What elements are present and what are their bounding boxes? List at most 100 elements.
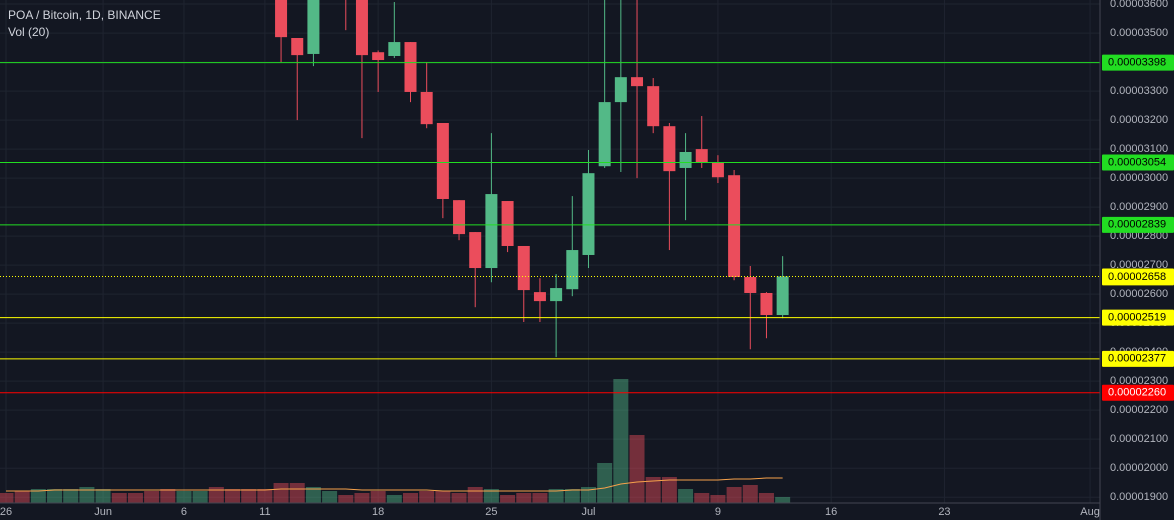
x-tick-label: 16	[825, 506, 837, 518]
candle-body	[420, 91, 433, 125]
volume-bar	[483, 489, 499, 503]
candle-body	[291, 38, 304, 56]
volume-bar	[532, 493, 548, 503]
volume-bar	[95, 489, 111, 503]
volume-bar	[63, 489, 79, 503]
candle-body	[485, 194, 498, 269]
candle-body	[388, 42, 401, 56]
y-tick-label: 0.00003300	[1110, 85, 1168, 97]
volume-bar	[613, 379, 629, 503]
y-tick-label: 0.00003000	[1110, 172, 1168, 184]
volume-bar	[742, 485, 758, 503]
volume-bar	[435, 491, 451, 503]
volume-bar	[305, 487, 321, 503]
y-tick-label: 0.00002600	[1110, 288, 1168, 300]
volume-bar	[516, 493, 532, 503]
candle-body	[307, 0, 320, 54]
volume-bar	[548, 489, 564, 503]
x-tick-label: 23	[938, 506, 950, 518]
volume-bar	[419, 491, 435, 503]
candle-body	[469, 232, 482, 269]
volume-bar	[338, 495, 354, 503]
candle-body	[501, 201, 514, 246]
volume-bar	[289, 483, 305, 503]
volume-bar	[403, 493, 418, 503]
x-tick-label: 11	[259, 506, 270, 518]
price-label: 0.00002519	[1108, 312, 1166, 324]
x-tick-label: 9	[715, 506, 721, 518]
y-tick-label: 0.00002700	[1110, 259, 1168, 271]
x-tick-label: 26	[0, 506, 12, 518]
price-label: 0.00002377	[1108, 353, 1166, 365]
x-tick-label: 18	[372, 506, 384, 518]
y-tick-label: 0.00002100	[1110, 433, 1168, 445]
volume-bar	[775, 497, 791, 503]
volume-bar	[79, 487, 95, 503]
volume-bar	[144, 491, 160, 503]
volume-bar	[726, 487, 742, 503]
price-label: 0.00003398	[1108, 57, 1166, 69]
price-label: 0.00002658	[1108, 271, 1166, 283]
price-label: 0.00002260	[1108, 387, 1166, 399]
candle-body	[695, 149, 708, 163]
volume-bar	[467, 487, 483, 503]
volume-ma-line	[6, 477, 783, 492]
volume-bar	[208, 487, 224, 503]
x-tick-label: 6	[181, 506, 187, 518]
volume-bar	[564, 489, 580, 503]
candle-body	[647, 86, 660, 127]
y-tick-label: 0.00002800	[1110, 230, 1168, 242]
volume-bar	[758, 493, 774, 503]
price-label-box	[1102, 384, 1174, 401]
y-tick-label: 0.00002000	[1110, 462, 1168, 474]
chart-title: POA / Bitcoin, 1D, BINANCE	[8, 8, 161, 22]
candle-body	[355, 0, 368, 56]
volume-bar	[47, 489, 63, 503]
volume-bar	[192, 491, 208, 503]
volume-bar	[678, 489, 694, 503]
candle-body	[679, 152, 692, 168]
x-tick-label: Jun	[94, 506, 112, 518]
volume-bar	[127, 493, 143, 503]
volume-bar	[354, 493, 370, 503]
candle-body	[744, 277, 757, 293]
candle-body	[776, 276, 789, 316]
price-label: 0.00002839	[1108, 219, 1166, 231]
candle-body	[631, 77, 644, 87]
candle-body	[533, 292, 546, 302]
candle-body	[728, 175, 741, 278]
candle-body	[711, 162, 724, 178]
x-tick-label: Aug	[1080, 506, 1100, 518]
volume-bar	[370, 491, 386, 503]
candle-body	[275, 0, 288, 38]
volume-bar	[241, 489, 257, 503]
volume-bar	[580, 487, 596, 503]
y-tick-label: 0.00003600	[1110, 0, 1168, 10]
volume-bar	[225, 489, 241, 503]
price-label-box	[1102, 54, 1174, 71]
volume-bar	[500, 495, 516, 503]
candle-body	[663, 126, 676, 172]
x-tick-label: 25	[485, 506, 497, 518]
volume-bar	[597, 463, 613, 503]
y-tick-label: 0.00001900	[1110, 491, 1168, 503]
volume-bar	[111, 493, 127, 503]
x-tick-label: Jul	[581, 506, 595, 518]
candle-body	[760, 292, 773, 316]
volume-bar	[14, 491, 30, 503]
volume-bar	[176, 491, 192, 503]
y-tick-label: 0.00003500	[1110, 27, 1168, 39]
volume-bar	[661, 477, 677, 503]
volume-bar	[451, 493, 467, 503]
volume-bar	[0, 493, 14, 503]
y-tick-label: 0.00002300	[1110, 375, 1168, 387]
candle-body	[372, 52, 385, 61]
candle-body	[550, 288, 563, 302]
candle-body	[453, 200, 466, 235]
price-label-box	[1102, 350, 1174, 367]
volume-bar	[629, 435, 645, 503]
price-label: 0.00003054	[1108, 156, 1166, 168]
volume-bar	[257, 489, 273, 503]
volume-bar	[273, 483, 289, 503]
